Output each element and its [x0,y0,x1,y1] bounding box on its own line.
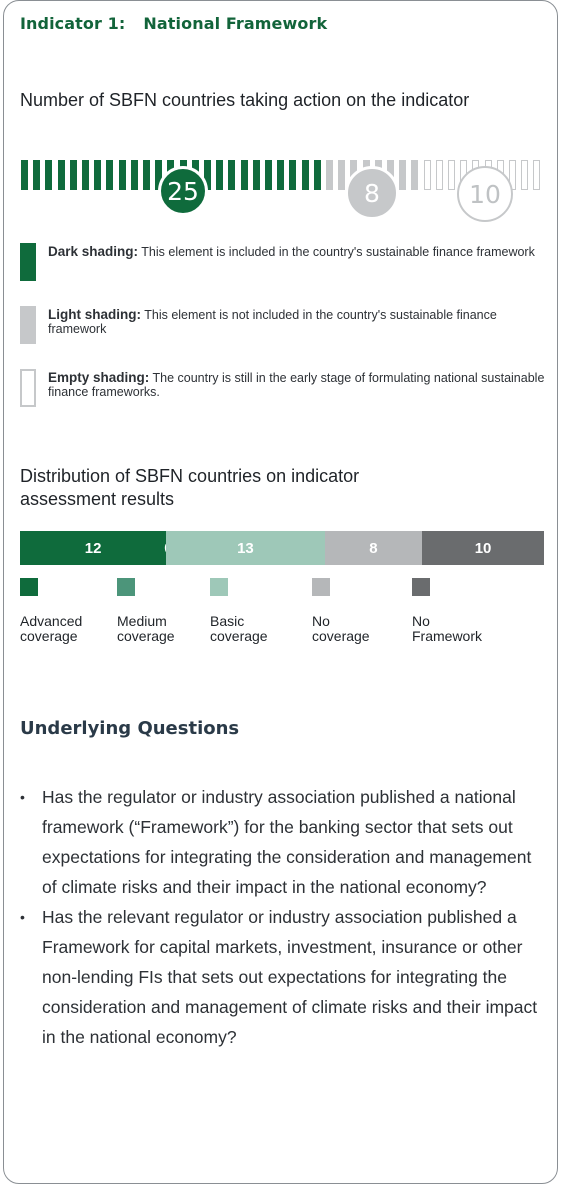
country-segment-dark [33,160,41,190]
legend-light-desc: This element is not included in the coun… [48,308,497,336]
country-segment-empty [423,160,431,190]
action-heading: Number of SBFN countries taking action o… [20,90,470,110]
question-text: Has the regulator or industry associatio… [42,787,532,897]
distribution-value-label: 10 [474,539,492,557]
country-segment-dark [313,160,321,190]
country-segment-dark [118,160,126,190]
legend-dark-text: Dark shading: This element is included i… [48,244,548,260]
country-segment-dark [143,160,150,190]
legend-empty-title: Empty shading: [48,370,150,385]
distribution-value-label: 13 [237,539,254,557]
country-segment-empty [448,160,455,190]
distribution-legend-item: Medium coverage [117,578,175,644]
legend-label: No coverage [312,613,370,644]
legend-empty-desc: The country is still in the early stage … [48,371,545,399]
dark-swatch [20,243,36,281]
legend-dark-title: Dark shading: [48,244,139,259]
light-count-badge: 8 [345,166,399,220]
indicator-number: Indicator 1: [20,14,126,33]
indicator-card [3,0,558,1184]
country-segment-empty [435,160,443,190]
legend-light-text: Light shading: This element is not inclu… [48,307,548,337]
dark-count-badge: 25 [158,166,208,216]
distribution-value-label: 12 [84,539,102,557]
country-segment-empty [521,160,529,190]
country-segment-dark [216,160,224,190]
light-swatch [20,306,36,344]
country-segment-light [338,160,346,190]
distribution-legend-item: Advanced coverage [20,578,82,644]
bullet-icon: • [20,909,25,925]
legend-label: Basic coverage [210,613,268,644]
country-segment-dark [228,160,236,190]
distribution-legend-item: Basic coverage [210,578,268,644]
legend-empty-text: Empty shading: The country is still in t… [48,370,548,400]
legend-label: Medium coverage [117,613,175,644]
legend-dark-desc: This element is included in the country'… [141,245,535,259]
distribution-bar-segment: 8 [324,531,423,565]
question-item: • Has the regulator or industry associati… [20,782,550,902]
country-segment-dark [240,160,248,190]
country-segment-light [326,160,333,190]
distribution-bar-segment: 13 [166,531,325,565]
empty-swatch [20,369,36,407]
country-segment-dark [69,160,77,190]
country-segment-dark [204,160,211,190]
country-segment-dark [45,160,53,190]
country-segment-dark [106,160,114,190]
country-segment-dark [57,160,65,190]
country-segment-dark [21,160,28,190]
legend-swatch [312,578,330,596]
distribution-value-label: 8 [369,539,378,557]
country-segment-dark [155,160,163,190]
legend-swatch [210,578,228,596]
country-segment-dark [289,160,297,190]
legend-swatch [20,578,38,596]
indicator-title: Indicator 1: National Framework [20,14,327,33]
country-segment-dark [252,160,260,190]
legend-label: Advanced coverage [20,613,83,644]
question-text: Has the relevant regulator or industry a… [42,907,538,1047]
distribution-legend-item: No Framework [412,578,482,644]
question-list: • Has the regulator or industry associati… [20,782,550,1052]
country-segment-dark [94,160,102,190]
bullet-icon: • [20,789,25,805]
legend-label: No Framework [412,613,483,644]
distribution-bar: 12013810 [20,531,544,565]
country-segment-dark [265,160,272,190]
distribution-legend-item: No coverage [312,578,370,644]
country-segment-dark [82,160,89,190]
country-segment-light [411,160,419,190]
question-item: • Has the relevant regulator or industry … [20,902,550,1052]
legend-swatch [412,578,430,596]
country-segment-dark [130,160,138,190]
country-segment-dark [277,160,285,190]
country-segment-empty [533,160,541,190]
country-segment-dark [301,160,309,190]
underlying-heading: Underlying Questions [20,718,240,739]
legend-light-title: Light shading: [48,307,141,322]
empty-count-badge: 10 [457,166,513,222]
legend-swatch [117,578,135,596]
indicator-name: National Framework [143,14,328,33]
distribution-heading: Distribution of SBFN countries on indica… [20,466,360,509]
distribution-bar-segment: 12 [20,531,167,565]
country-segment-light [399,160,407,190]
distribution-bar-segment: 10 [422,531,544,565]
